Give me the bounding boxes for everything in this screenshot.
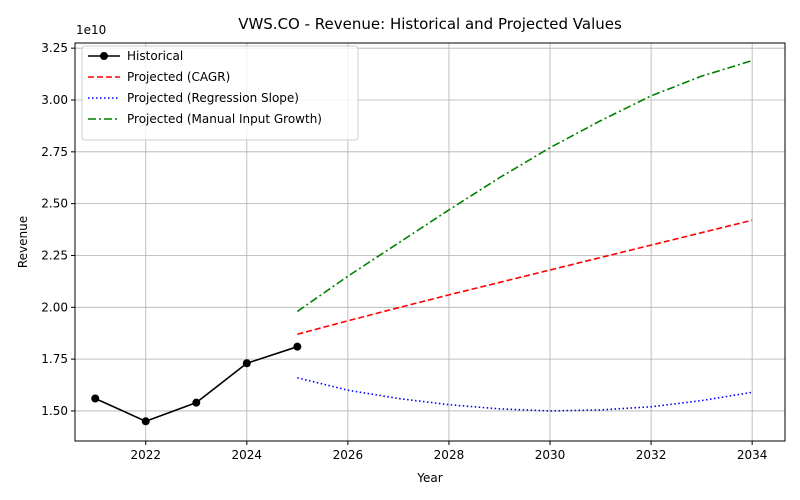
x-axis: 2022 2024 2026 2028 2030 2032 2034 bbox=[130, 441, 767, 462]
plot-frame bbox=[74, 42, 786, 442]
x-tick-label: 2034 bbox=[737, 448, 768, 462]
x-tick-label: 2022 bbox=[130, 448, 161, 462]
y-tick-label: 3.00 bbox=[41, 93, 68, 107]
data-point bbox=[141, 417, 150, 426]
series-3 bbox=[296, 59, 753, 313]
legend-item: Historical bbox=[88, 49, 183, 63]
series-line bbox=[297, 219, 753, 336]
data-point bbox=[242, 359, 251, 368]
data-point bbox=[293, 342, 302, 351]
series-1 bbox=[297, 219, 753, 336]
legend-item: Projected (CAGR) bbox=[88, 70, 230, 84]
x-tick-label: 2030 bbox=[535, 448, 566, 462]
y-axis-label: Revenue bbox=[16, 216, 30, 268]
y-tick-label: 2.00 bbox=[41, 300, 68, 314]
legend-label: Projected (CAGR) bbox=[127, 70, 230, 84]
data-point bbox=[91, 394, 100, 403]
y-tick-label: 2.75 bbox=[41, 145, 68, 159]
y-tick-label: 1.75 bbox=[41, 352, 68, 366]
y-tick-label: 2.50 bbox=[41, 197, 68, 211]
x-tick-label: 2032 bbox=[636, 448, 667, 462]
data-point bbox=[192, 398, 201, 407]
x-axis-label: Year bbox=[416, 471, 442, 485]
legend-item: Projected (Manual Input Growth) bbox=[88, 112, 322, 126]
series-0 bbox=[91, 342, 302, 426]
legend-box bbox=[81, 45, 359, 141]
y-tick-label: 2.25 bbox=[41, 248, 68, 262]
y-tick-label: 3.25 bbox=[41, 41, 68, 55]
series-layer bbox=[91, 59, 753, 426]
chart-title: VWS.CO - Revenue: Historical and Project… bbox=[238, 15, 622, 33]
series-line bbox=[296, 59, 753, 313]
legend-item: Projected (Regression Slope) bbox=[88, 91, 299, 105]
legend-marker bbox=[100, 52, 108, 60]
legend-label: Projected (Manual Input Growth) bbox=[127, 112, 322, 126]
legend: Historical Projected (CAGR) Projected (Reg… bbox=[81, 45, 359, 141]
x-tick-label: 2026 bbox=[333, 448, 364, 462]
x-tick-label: 2028 bbox=[434, 448, 465, 462]
legend-label: Projected (Regression Slope) bbox=[127, 91, 299, 105]
y-offset-label: 1e10 bbox=[76, 23, 106, 37]
x-tick-label: 2024 bbox=[232, 448, 263, 462]
legend-label: Historical bbox=[127, 49, 183, 63]
y-tick-label: 1.50 bbox=[41, 404, 68, 418]
y-axis: 1.50 1.75 2.00 2.25 2.50 2.75 3.00 3.25 bbox=[41, 41, 75, 418]
